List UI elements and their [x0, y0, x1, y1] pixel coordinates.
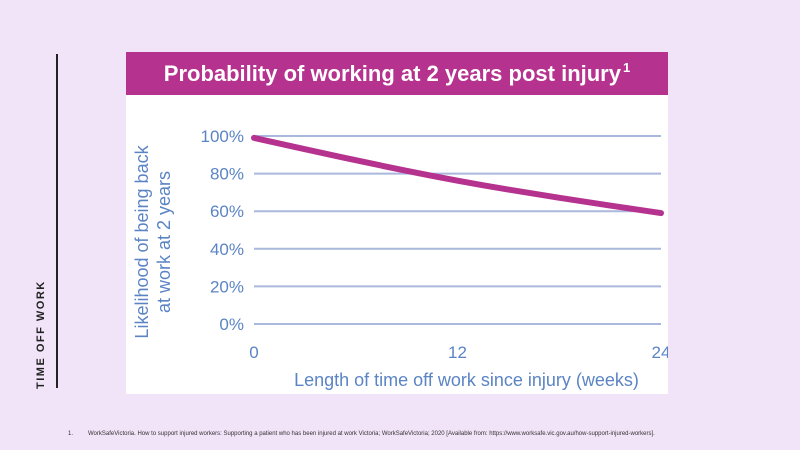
footnote-number: 1. [68, 431, 74, 437]
x-tick-label: 24 [652, 343, 668, 362]
series-line [251, 134, 664, 217]
y-axis-title: Likelihood of being back at work at 2 yea… [132, 144, 174, 338]
chart-title-bar: Probability of working at 2 years post i… [126, 52, 668, 95]
line-chart: 0% 20% 40% 60% 80% 100% 0 12 24 Length of time of… [132, 127, 668, 390]
chart-title: Probability of working at 2 years post i… [163, 60, 621, 86]
title-footnote-marker: 1 [622, 60, 631, 75]
section-label: TIME OFF WORK [35, 280, 47, 389]
y-axis-title-line: at work at 2 years [154, 171, 174, 313]
y-axis-title-line: Likelihood of being back [132, 144, 152, 338]
x-axis-title: Length of time off work since injury (we… [294, 370, 639, 390]
footnote: 1. WorkSafeVictoria. How to support injur… [68, 431, 655, 437]
y-tick-label: 60% [210, 202, 244, 221]
y-tick-label: 0% [219, 315, 244, 334]
x-tick-label: 0 [249, 343, 258, 362]
x-tick-label: 12 [448, 343, 467, 362]
y-tick-label: 20% [210, 277, 244, 296]
chart-card: Probability of working at 2 years post i… [126, 52, 668, 394]
side-divider [56, 54, 58, 388]
y-tick-label: 80% [210, 165, 244, 184]
y-tick-label: 40% [210, 240, 244, 259]
y-tick-label: 100% [201, 127, 244, 146]
footnote-text: WorkSafeVictoria. How to support injured… [88, 431, 655, 437]
